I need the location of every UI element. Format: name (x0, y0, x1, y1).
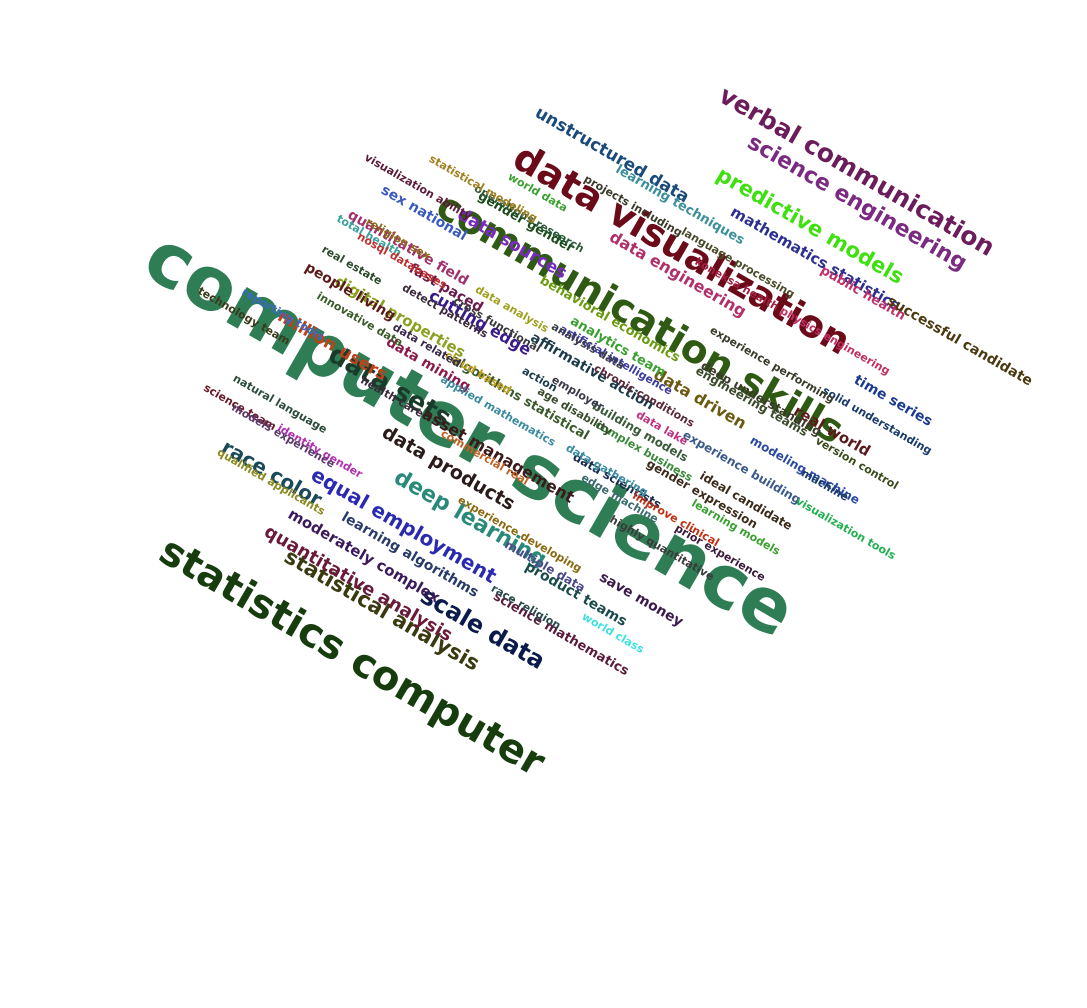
word-cloud-term: visualization tools (793, 494, 899, 562)
word-cloud-term: successful candidate (884, 292, 1036, 390)
